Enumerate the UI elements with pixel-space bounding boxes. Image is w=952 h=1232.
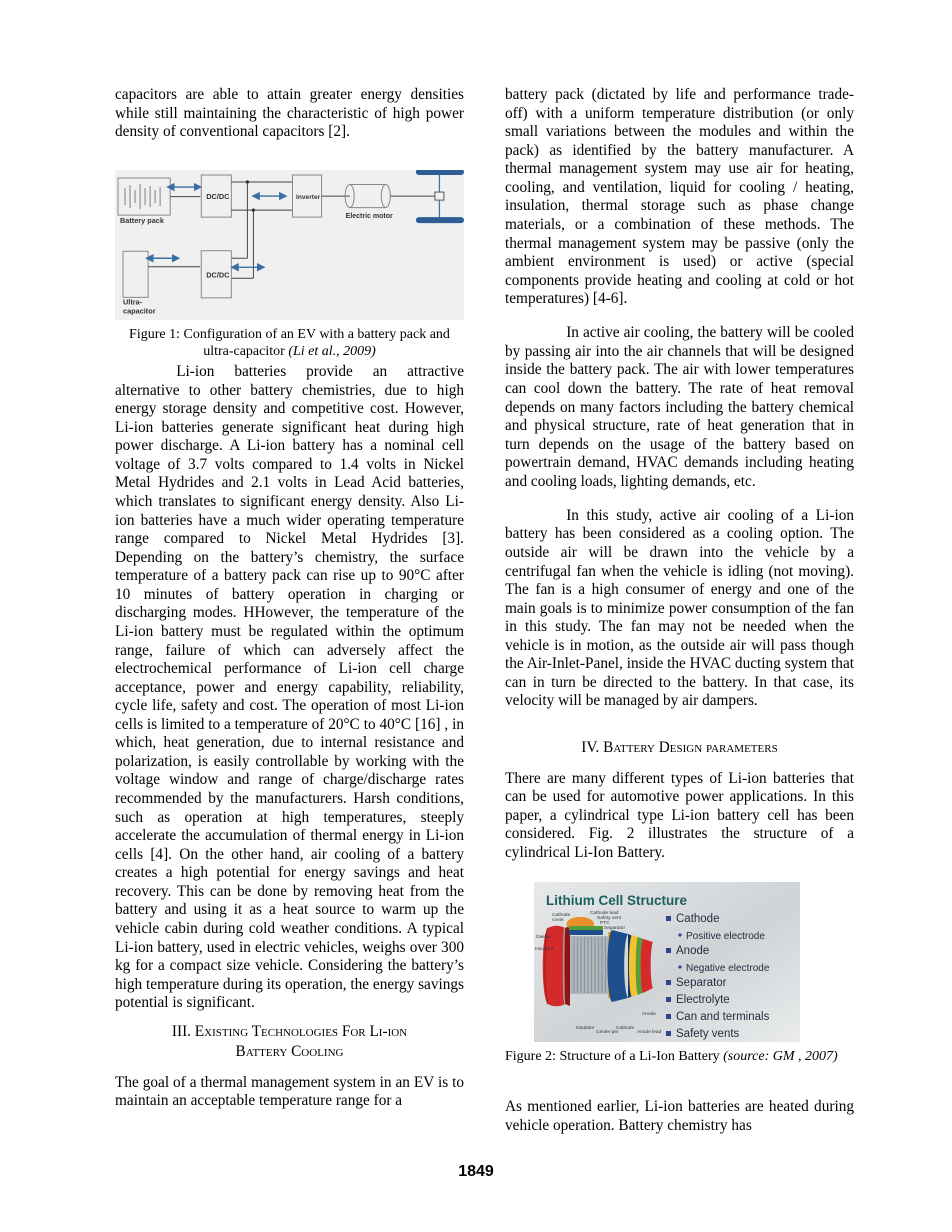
svg-text:Electric motor: Electric motor	[346, 213, 393, 220]
svg-text:DC/DC: DC/DC	[206, 192, 230, 201]
svg-text:Cathode: Cathode	[676, 913, 719, 925]
svg-text:Lithium Cell Structure: Lithium Cell Structure	[546, 893, 688, 908]
svg-text:Cathode: Cathode	[616, 1025, 634, 1031]
svg-text:Anode lead: Anode lead	[637, 1029, 662, 1035]
svg-text:Battery pack: Battery pack	[120, 216, 165, 225]
svg-text:Inverter: Inverter	[296, 194, 321, 201]
svg-text:Anode: Anode	[642, 1011, 656, 1017]
svg-text:Gasket: Gasket	[536, 934, 552, 940]
svg-text:Safety vents: Safety vents	[676, 1028, 740, 1040]
svg-text:Electrolyte: Electrolyte	[676, 994, 730, 1006]
svg-text:DC/DC: DC/DC	[206, 270, 230, 279]
svg-text:capacitor: capacitor	[123, 306, 156, 315]
svg-text:Anode: Anode	[676, 945, 709, 957]
svg-text:Separator: Separator	[604, 925, 625, 931]
svg-text:cover: cover	[552, 917, 564, 923]
svg-text:Insulator: Insulator	[535, 946, 554, 952]
svg-text:Insulator: Insulator	[576, 1025, 595, 1031]
svg-text:Separator: Separator	[676, 977, 727, 989]
svg-text:Can and terminals: Can and terminals	[676, 1011, 770, 1023]
svg-text:Positive electrode: Positive electrode	[686, 931, 765, 942]
svg-text:Negative electrode: Negative electrode	[686, 963, 770, 974]
svg-text:Ultra-: Ultra-	[123, 297, 143, 306]
